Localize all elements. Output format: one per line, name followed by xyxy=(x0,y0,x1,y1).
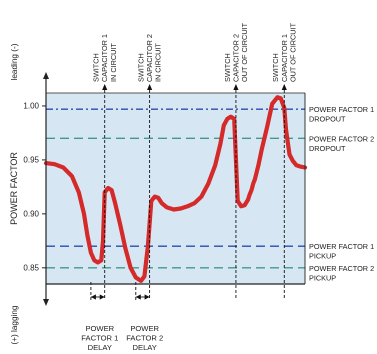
reference-line-label: POWER FACTOR 2 xyxy=(309,264,374,273)
top-annotation-text: SWITCH xyxy=(223,53,232,82)
event-marker-arrow xyxy=(147,84,153,90)
top-annotation-text: CAPACITOR 2 xyxy=(231,34,240,82)
bottom-annotation-text: FACTOR 1 xyxy=(81,333,118,342)
event-marker-arrow xyxy=(233,84,239,90)
top-annotation-text: CAPACITOR 1 xyxy=(280,34,289,82)
top-annotation-text: SWITCH xyxy=(271,53,280,82)
axes xyxy=(42,72,306,306)
y-axis-title: POWER FACTOR xyxy=(9,152,19,225)
top-annotation-text: CAPACITOR 2 xyxy=(145,34,154,82)
delay-bracket-arrow xyxy=(144,294,150,300)
event-marker-arrow xyxy=(102,84,108,90)
y-tick-label: 0.85 xyxy=(23,263,39,272)
y-tick-label: 1.00 xyxy=(23,102,39,111)
bottom-annotation-text: DELAY xyxy=(88,343,112,352)
y-tick-label: 0.90 xyxy=(23,209,39,218)
reference-line-label: PICKUP xyxy=(309,273,336,282)
top-annotation-text: IN CIRCUIT xyxy=(109,43,118,82)
reference-line-label: POWER FACTOR 1 xyxy=(309,242,374,251)
delay-bracket-arrow xyxy=(99,294,105,300)
bottom-annotation-text: DELAY xyxy=(133,343,157,352)
top-annotation-text: SWITCH xyxy=(92,53,101,82)
lagging-label: (+) lagging xyxy=(10,305,19,344)
top-annotation-text: OUT OF CIRCUIT xyxy=(288,22,297,82)
series-layer xyxy=(43,95,308,283)
delay-bracket-arrow xyxy=(90,294,96,300)
reference-line-label: PICKUP xyxy=(309,252,336,261)
top-annotation-text: OUT OF CIRCUIT xyxy=(240,22,249,82)
top-annotation-text: CAPACITOR 1 xyxy=(100,34,109,82)
event-marker-arrow xyxy=(281,84,287,90)
reference-line-label: POWER FACTOR 1 xyxy=(309,105,374,114)
reference-line-label: POWER FACTOR 2 xyxy=(309,134,374,143)
bottom-annotation-text: FACTOR 2 xyxy=(126,333,163,342)
top-annotation-text: SWITCH xyxy=(137,53,146,82)
bottom-annotation-text: POWER xyxy=(130,324,159,333)
delay-bracket-arrow xyxy=(135,294,141,300)
y-axis-arrow-up xyxy=(43,72,49,79)
reference-line-label: DROPOUT xyxy=(309,144,346,153)
event-markers xyxy=(90,84,287,300)
power-factor-line xyxy=(43,95,308,283)
leading-label: leading (-) xyxy=(10,43,19,80)
top-annotation-text: IN CIRCUIT xyxy=(154,43,163,82)
y-axis-arrow-down xyxy=(43,299,49,306)
bottom-annotation-text: POWER xyxy=(85,324,114,333)
y-tick-label: 0.95 xyxy=(23,156,39,165)
reference-line-label: DROPOUT xyxy=(309,115,346,124)
